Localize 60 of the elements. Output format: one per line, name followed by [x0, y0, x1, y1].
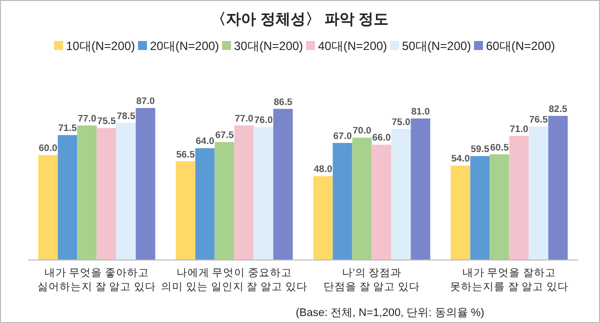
data-label: 59.5: [470, 144, 490, 156]
legend-label: 40대(N=200): [318, 39, 388, 53]
x-tick-label: 나에게 무엇이 중요하고 의미 있는 일인지 잘 알고 있다: [160, 267, 308, 293]
data-label: 67.5: [215, 130, 234, 142]
bar: [234, 125, 254, 260]
bar: [195, 148, 215, 260]
data-label: 87.0: [136, 96, 155, 107]
data-label: 60.0: [38, 143, 58, 154]
data-label: 76.0: [254, 115, 273, 126]
data-label: 75.0: [392, 116, 410, 128]
data-label: 77.0: [78, 113, 96, 124]
text: (Base: 전체, N=1,200, 단위: 동의율 %): [296, 307, 484, 319]
data-label: 60.5: [490, 142, 510, 154]
bar: [313, 176, 333, 260]
bar: [176, 161, 196, 260]
data-label: 78.5: [116, 110, 136, 122]
legend-label: 30대(N=200): [234, 39, 304, 53]
data-label: 48.0: [314, 164, 332, 176]
bar: [254, 127, 274, 260]
data-label: 75.5: [97, 116, 116, 128]
bar: [391, 128, 411, 260]
bar: [410, 118, 430, 260]
bar: [450, 166, 470, 260]
bar: [548, 116, 568, 260]
bar: [96, 128, 116, 260]
data-label: 71.0: [510, 124, 528, 135]
chart-title: 〈자아 정체성〉 파악 정도: [211, 11, 389, 28]
legend-label: 20대(N=200): [150, 39, 220, 53]
data-label: 70.0: [352, 126, 372, 137]
bar: [470, 156, 490, 260]
bar: [77, 125, 97, 260]
data-label: 77.0: [234, 113, 254, 124]
bar: [352, 138, 372, 260]
data-label: 66.0: [372, 132, 391, 144]
bar: [332, 142, 352, 260]
bar: [490, 154, 510, 260]
data-label: 76.5: [529, 114, 548, 126]
x-tick-label: 내가 무엇을 좋아하고 싫어하는지 잘 알고 있다: [37, 267, 156, 293]
legend-label: 10대(N=200): [66, 39, 136, 53]
data-label: 54.0: [451, 154, 470, 165]
data-label: 82.5: [548, 104, 568, 115]
data-label: 56.5: [176, 149, 196, 160]
bar: [58, 135, 78, 260]
x-tick-label: 나'의 장점과 단점을 잘 알고 있다: [323, 267, 420, 293]
bar: [528, 126, 548, 260]
data-label: 81.0: [411, 106, 430, 118]
legend-label: 60대(N=200): [486, 39, 556, 53]
bar: [116, 122, 136, 260]
data-label: 64.0: [196, 136, 214, 148]
bar: [38, 155, 58, 260]
legend-label: 50대(N=200): [402, 39, 472, 53]
bar: [372, 144, 392, 260]
x-tick-label: 내가 무엇을 잘하고 못하는지를 잘 알고 있다: [450, 267, 569, 293]
data-label: 86.5: [274, 96, 293, 108]
bar: [214, 142, 234, 260]
bar: [509, 136, 529, 260]
bar: [136, 108, 156, 260]
data-label: 71.5: [58, 123, 78, 134]
data-label: 67.0: [333, 130, 352, 142]
bar: [273, 108, 293, 260]
